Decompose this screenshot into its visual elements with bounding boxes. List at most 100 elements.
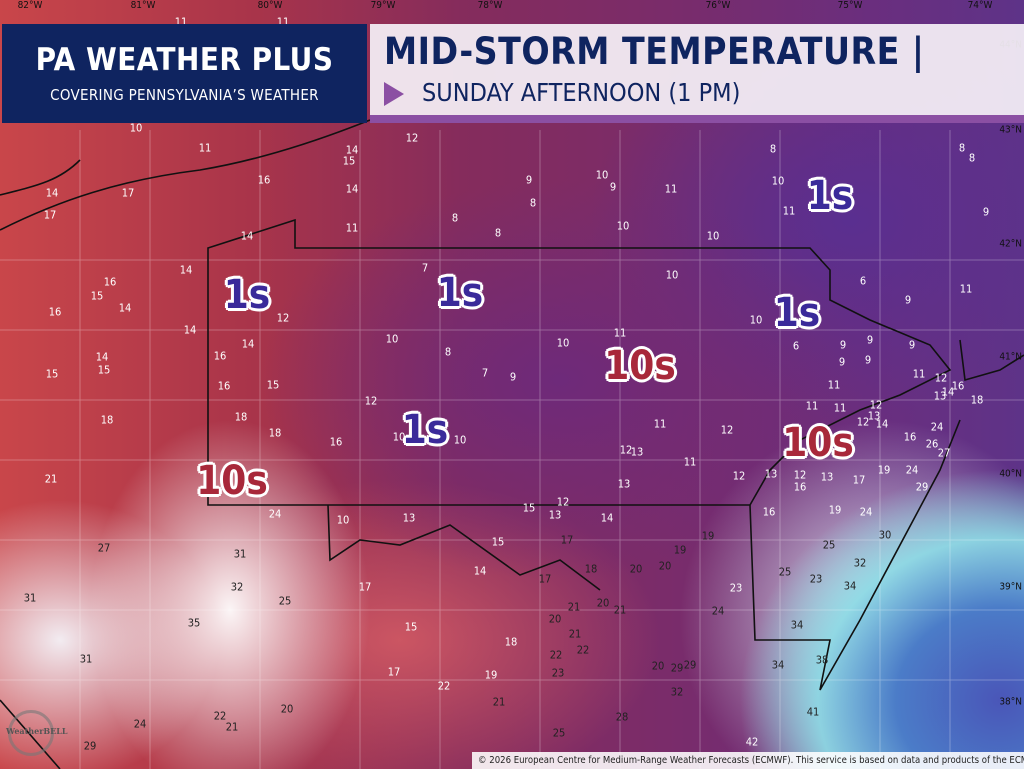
- station-temperature: 10: [129, 121, 143, 135]
- station-temperature: 8: [451, 211, 459, 225]
- region-label-cold: 1s: [806, 173, 854, 219]
- station-temperature: 18: [100, 413, 114, 427]
- station-temperature: 16: [903, 430, 917, 444]
- station-temperature: 20: [596, 596, 610, 610]
- station-temperature: 15: [97, 363, 111, 377]
- station-temperature: 14: [875, 417, 889, 431]
- station-temperature: 14: [95, 350, 109, 364]
- station-temperature: 16: [217, 379, 231, 393]
- longitude-label: 78°W: [477, 0, 503, 11]
- station-temperature: 21: [567, 600, 581, 614]
- station-temperature: 17: [43, 208, 57, 222]
- station-temperature: 9: [866, 333, 874, 347]
- station-temperature: 14: [118, 301, 132, 315]
- station-temperature: 17: [121, 186, 135, 200]
- latitude-label: 43°N: [999, 124, 1022, 136]
- station-temperature: 35: [187, 616, 201, 630]
- title-banner: MID-STORM TEMPERATURE | SUNDAY AFTERNOON…: [370, 24, 1024, 115]
- station-temperature: 12: [364, 394, 378, 408]
- station-temperature: 16: [329, 435, 343, 449]
- station-temperature: 25: [822, 538, 836, 552]
- station-temperature: 8: [529, 196, 537, 210]
- latitude-label: 40°N: [999, 468, 1022, 480]
- latitude-label: 41°N: [999, 351, 1022, 363]
- station-temperature: 11: [613, 326, 627, 340]
- station-temperature: 14: [183, 323, 197, 337]
- station-temperature: 12: [856, 415, 870, 429]
- station-temperature: 11: [198, 141, 212, 155]
- region-label-warm: 10s: [604, 343, 676, 389]
- station-temperature: 11: [912, 367, 926, 381]
- region-label-cold: 1s: [223, 272, 271, 318]
- station-temperature: 31: [23, 591, 37, 605]
- copyright-credit: © 2026 European Centre for Medium-Range …: [472, 752, 1024, 769]
- station-temperature: 42: [745, 735, 759, 749]
- station-temperature: 9: [982, 205, 990, 219]
- station-temperature: 27: [937, 446, 951, 460]
- station-temperature: 17: [387, 665, 401, 679]
- station-temperature: 27: [97, 541, 111, 555]
- region-label-cold: 1s: [436, 270, 484, 316]
- station-temperature: 19: [877, 463, 891, 477]
- station-temperature: 31: [79, 652, 93, 666]
- title-accent-bar: [370, 115, 1024, 123]
- station-temperature: 13: [548, 508, 562, 522]
- station-temperature: 9: [904, 293, 912, 307]
- station-temperature: 11: [345, 221, 359, 235]
- station-temperature: 18: [268, 426, 282, 440]
- station-temperature: 29: [683, 658, 697, 672]
- station-temperature: 34: [790, 618, 804, 632]
- station-temperature: 14: [941, 385, 955, 399]
- station-temperature: 24: [133, 717, 147, 731]
- station-temperature: 14: [345, 143, 359, 157]
- station-temperature: 15: [342, 154, 356, 168]
- station-temperature: 21: [225, 720, 239, 734]
- station-temperature: 14: [600, 511, 614, 525]
- station-temperature: 9: [525, 173, 533, 187]
- station-temperature: 11: [653, 417, 667, 431]
- station-temperature: 15: [45, 367, 59, 381]
- station-temperature: 19: [484, 668, 498, 682]
- station-temperature: 6: [859, 274, 867, 288]
- station-temperature: 21: [568, 627, 582, 641]
- station-temperature: 10: [392, 430, 406, 444]
- station-temperature: 24: [859, 505, 873, 519]
- station-temperature: 21: [492, 695, 506, 709]
- station-temperature: 22: [437, 679, 451, 693]
- station-temperature: 14: [45, 186, 59, 200]
- station-temperature: 25: [552, 726, 566, 740]
- station-temperature: 18: [234, 410, 248, 424]
- station-temperature: 26: [925, 437, 939, 451]
- station-temperature: 11: [959, 282, 973, 296]
- station-temperature: 28: [615, 710, 629, 724]
- station-temperature: 12: [720, 423, 734, 437]
- play-triangle-icon: [384, 82, 404, 106]
- station-temperature: 16: [213, 349, 227, 363]
- station-temperature: 9: [609, 180, 617, 194]
- station-temperature: 19: [828, 503, 842, 517]
- region-label-warm: 10s: [196, 458, 268, 504]
- station-temperature: 10: [556, 336, 570, 350]
- station-temperature: 15: [491, 535, 505, 549]
- station-temperature: 20: [651, 659, 665, 673]
- station-temperature: 11: [683, 455, 697, 469]
- map-title: MID-STORM TEMPERATURE |: [384, 30, 925, 73]
- station-temperature: 15: [404, 620, 418, 634]
- station-temperature: 20: [548, 612, 562, 626]
- station-temperature: 10: [385, 332, 399, 346]
- station-temperature: 13: [617, 477, 631, 491]
- longitude-label: 79°W: [370, 0, 396, 11]
- station-temperature: 16: [257, 173, 271, 187]
- station-temperature: 14: [179, 263, 193, 277]
- longitude-label: 80°W: [257, 0, 283, 11]
- station-temperature: 17: [560, 533, 574, 547]
- station-temperature: 24: [711, 604, 725, 618]
- station-temperature: 10: [336, 513, 350, 527]
- station-temperature: 13: [630, 445, 644, 459]
- station-temperature: 13: [933, 389, 947, 403]
- station-temperature: 25: [778, 565, 792, 579]
- station-temperature: 16: [48, 305, 62, 319]
- station-temperature: 29: [83, 739, 97, 753]
- station-temperature: 31: [233, 547, 247, 561]
- station-temperature: 32: [230, 580, 244, 594]
